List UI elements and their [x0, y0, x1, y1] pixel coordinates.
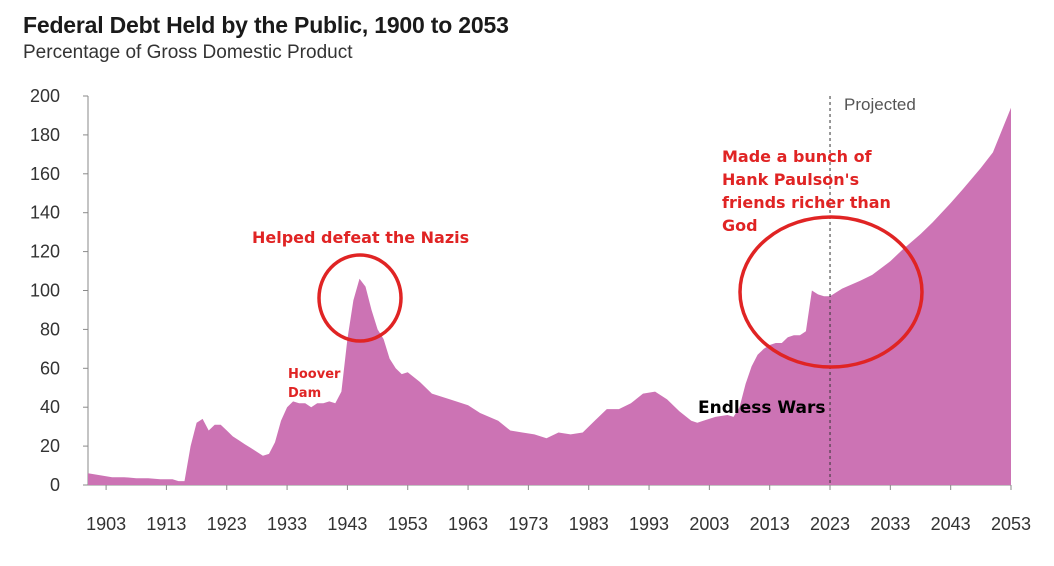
x-tick-label: 1983: [569, 514, 609, 534]
projection-label: Projected: [844, 95, 916, 114]
annotation-layer: Projected Helped defeat the Nazis Hoover Da…: [252, 95, 924, 485]
y-tick-label: 20: [40, 436, 60, 456]
chart-title: Federal Debt Held by the Public, 1900 to…: [23, 12, 509, 38]
x-tick-label: 2013: [750, 514, 790, 534]
annotation-hoover-line2: Dam: [288, 386, 321, 401]
x-tick-label: 2003: [689, 514, 729, 534]
annotation-paulson-line: Hank Paulson's: [722, 170, 859, 189]
x-tick-label: 2053: [991, 514, 1031, 534]
y-tick-label: 100: [30, 281, 60, 301]
y-tick-label: 0: [50, 475, 60, 495]
y-tick-label: 140: [30, 203, 60, 223]
x-tick-label: 1933: [267, 514, 307, 534]
x-tick-label: 1973: [508, 514, 548, 534]
y-tick-label: 40: [40, 397, 60, 417]
x-tick-label: 2023: [810, 514, 850, 534]
annotation-paulson-line: friends richer than: [722, 193, 891, 212]
x-tick-label: 1943: [327, 514, 367, 534]
x-tick-label: 2043: [931, 514, 971, 534]
plot-area: [88, 107, 1011, 485]
x-tick-label: 1903: [86, 514, 126, 534]
y-tick-label: 120: [30, 242, 60, 262]
debt-area-series: [88, 107, 1011, 485]
y-tick-label: 60: [40, 358, 60, 378]
x-tick-label: 2033: [870, 514, 910, 534]
x-tick-label: 1923: [207, 514, 247, 534]
x-tick-label: 1993: [629, 514, 669, 534]
y-tick-label: 180: [30, 125, 60, 145]
annotation-ww2: Helped defeat the Nazis: [252, 228, 469, 247]
x-tick-label: 1953: [388, 514, 428, 534]
annotation-paulson-line: God: [722, 216, 758, 235]
x-tick-label: 1913: [146, 514, 186, 534]
annotation-paulson-line: Made a bunch of: [722, 147, 873, 166]
y-tick-label: 200: [30, 86, 60, 106]
y-axis: 0 20 40 60 80 100 120 140 160 180 200: [30, 86, 89, 495]
chart-subtitle: Percentage of Gross Domestic Product: [23, 42, 353, 63]
x-axis: 1903 1913 1923 1933 1943 1953 1963 1973 1983 1993…: [86, 484, 1031, 534]
y-tick-label: 160: [30, 164, 60, 184]
annotation-ww2-circle: [317, 253, 403, 343]
y-tick-label: 80: [40, 319, 60, 339]
annotation-endless-wars: Endless Wars: [698, 398, 826, 418]
x-tick-label: 1963: [448, 514, 488, 534]
annotation-hoover-line1: Hoover: [288, 367, 341, 382]
annotation-paulson-circle: [738, 215, 924, 369]
